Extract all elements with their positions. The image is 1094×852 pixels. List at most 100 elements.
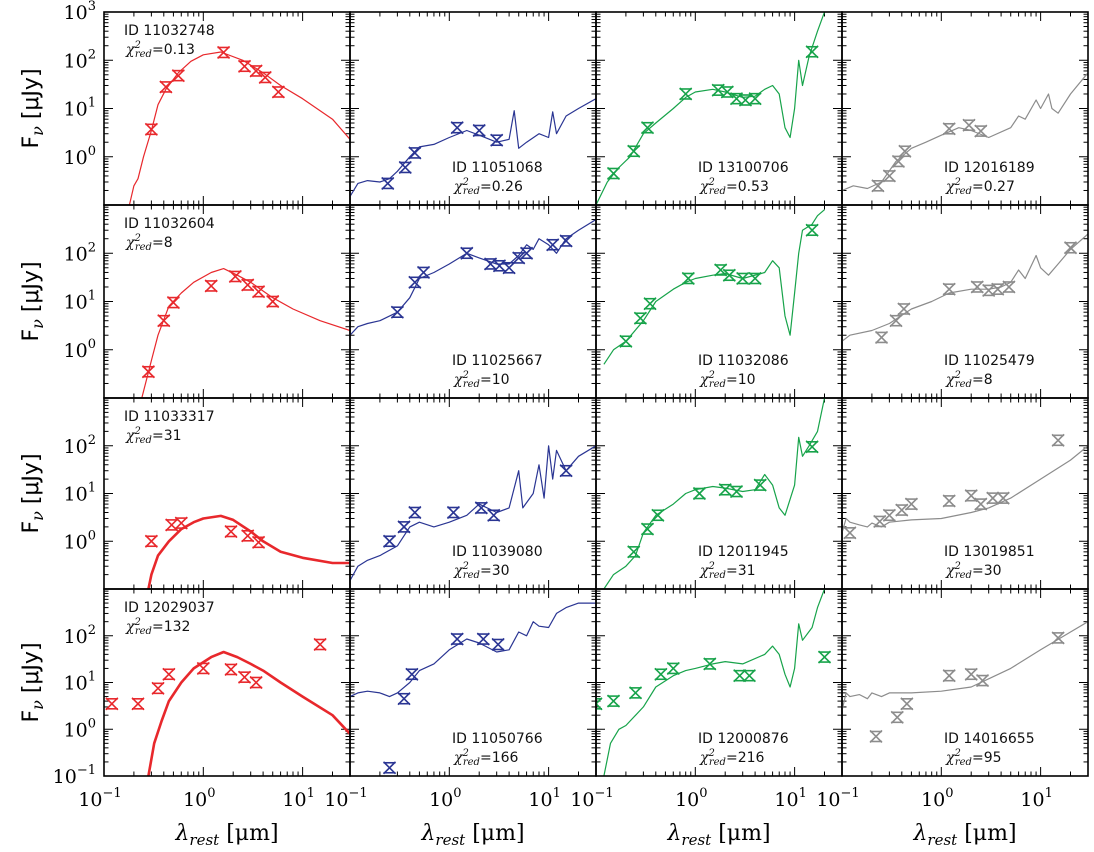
photometry-point (890, 710, 904, 724)
photometry-point (258, 70, 272, 85)
x-axis-label: λrest [μm] (912, 821, 1016, 849)
y-axis-label: Fν [μJy] (19, 261, 47, 341)
panel-frame (841, 397, 1089, 590)
photometry-point (382, 761, 397, 775)
photometry-point (606, 694, 621, 708)
photometry-point (266, 294, 280, 309)
panel-frame (349, 204, 597, 399)
photometry-point (996, 491, 1010, 505)
photometry-point (416, 265, 431, 280)
panel-chi2: χ2 red=166 (453, 748, 519, 768)
axis-ticks (841, 204, 1089, 399)
photometry-point (681, 271, 695, 286)
photometry-point (748, 271, 762, 286)
panel-chi2: χ2 red=8 (125, 233, 173, 253)
photometry-point (817, 650, 832, 664)
panel-chi2: χ2 red=0.27 (945, 177, 1015, 197)
model-sed-line (350, 445, 596, 581)
photometry-point (975, 673, 990, 688)
panel-frame (841, 588, 1089, 777)
y-axis-label: Fν [μJy] (19, 453, 47, 533)
photometry-point (157, 314, 171, 328)
photometry-point (204, 279, 218, 293)
panel-id: ID 12016189 (944, 160, 1035, 176)
axis-ticks (841, 11, 1089, 206)
y-axis-label: Fν [μJy] (19, 642, 47, 722)
panel-id: ID 12029037 (124, 600, 215, 616)
model-sed-line (147, 650, 350, 776)
panel-id: ID 13019851 (944, 544, 1035, 560)
axis-ticks (841, 397, 1089, 590)
x-tick-label: 10−1 (816, 786, 859, 811)
photometry-point (711, 83, 725, 97)
photometry-point (131, 697, 145, 711)
panel-chi2: χ2 red=0.53 (699, 177, 769, 197)
photometry-point (874, 330, 889, 344)
photometry-point (171, 69, 185, 83)
photometry-point (805, 440, 819, 454)
photometry-point (105, 697, 119, 711)
photometry-point (619, 334, 633, 348)
photometry-point (805, 45, 819, 59)
panel-id: ID 13100706 (698, 160, 789, 176)
photometry-point (559, 464, 573, 478)
photometry-point (271, 85, 285, 99)
photometry-point (970, 280, 984, 294)
panel-chi2: χ2 red=31 (699, 561, 756, 581)
photometry-point (596, 697, 603, 711)
model-sed-line (603, 398, 826, 589)
x-tick-label: 10−1 (324, 786, 367, 811)
y-tick-label: 103 (64, 0, 96, 24)
photometry-point (512, 251, 526, 265)
x-tick-label: 101 (528, 786, 560, 811)
photometry-point (313, 637, 327, 652)
panel-frame (841, 11, 1089, 206)
photometry-point (398, 160, 412, 175)
photometry-point (991, 282, 1005, 296)
model-sed-line (842, 445, 1088, 533)
panel-chi2: χ2 red=216 (699, 748, 765, 768)
photometry-point (640, 121, 655, 135)
photometry-point (405, 667, 419, 681)
panel-chi2: χ2 red=10 (453, 370, 510, 390)
photometry-point (718, 483, 732, 497)
panel-frame (349, 397, 597, 590)
x-tick-label: 101 (774, 786, 806, 811)
photometry-point (869, 729, 883, 744)
x-tick-label: 100 (429, 786, 461, 811)
photometry-point (871, 179, 885, 193)
photometry-point (962, 118, 976, 132)
axis-ticks (103, 588, 351, 777)
axis-ticks (349, 588, 597, 777)
photometry-point (742, 669, 756, 683)
y-tick-label: 10−1 (53, 763, 96, 788)
x-tick-label: 100 (183, 786, 215, 811)
panel-frame (103, 588, 351, 777)
photometry-point (692, 486, 706, 501)
photometry-point (249, 675, 263, 690)
x-tick-label: 10−1 (570, 786, 613, 811)
photometry-point (753, 478, 767, 492)
model-sed-line (842, 621, 1088, 711)
x-tick-label: 100 (921, 786, 953, 811)
x-tick-label: 101 (282, 786, 314, 811)
photometry-point (882, 169, 896, 183)
panel-id: ID 12011945 (698, 544, 789, 560)
photometry-point (196, 661, 210, 675)
photometry-point (241, 529, 255, 543)
panel-frame (349, 588, 597, 777)
panel-id: ID 11050766 (452, 731, 543, 747)
photometry-point (942, 669, 956, 683)
panel-id: ID 11032748 (124, 23, 215, 39)
photometry-point (224, 662, 238, 677)
photometry-point (249, 64, 263, 78)
photometry-point (606, 166, 621, 181)
photometry-point (460, 246, 474, 260)
photometry-point (224, 524, 238, 539)
photometry-point (748, 92, 762, 106)
